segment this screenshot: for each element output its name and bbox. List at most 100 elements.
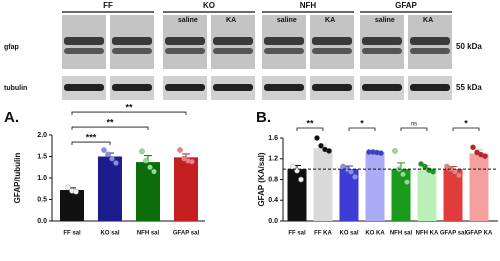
panel-label: B. xyxy=(256,109,271,126)
data-point xyxy=(109,155,115,162)
blot-band xyxy=(312,37,352,45)
y-tick-label: 0.5 xyxy=(37,196,47,203)
lane-label: KA xyxy=(423,17,433,24)
significance-label: ns xyxy=(411,122,417,128)
data-point xyxy=(314,135,320,141)
blot-band xyxy=(112,48,152,54)
lane-label: saline xyxy=(178,17,198,24)
blot-band xyxy=(312,48,352,54)
bar xyxy=(443,169,463,221)
x-tick-label: KO sal xyxy=(100,231,119,237)
blot-band xyxy=(362,48,402,54)
x-tick-label: KO sal xyxy=(339,231,358,237)
lane-label: KA xyxy=(226,17,236,24)
lane-label: saline xyxy=(277,17,297,24)
bar xyxy=(469,153,489,221)
x-tick-label: FF KA xyxy=(314,231,332,237)
data-point xyxy=(151,168,157,175)
blot-band xyxy=(213,48,253,54)
x-tick-label: NFH sal xyxy=(390,231,413,237)
y-axis-label: GFAP (KA/sal) xyxy=(257,152,266,206)
significance-bracket xyxy=(400,127,428,131)
row-label: tubulin xyxy=(4,85,27,92)
significance-bracket xyxy=(71,141,111,146)
data-point xyxy=(456,172,462,179)
blot-band xyxy=(165,37,205,45)
data-point xyxy=(298,176,304,183)
bar xyxy=(339,169,359,221)
data-point xyxy=(105,151,111,158)
significance-bracket xyxy=(296,127,324,131)
y-tick-label: 0.8 xyxy=(268,176,278,183)
size-label: 55 kDa xyxy=(456,83,482,92)
significance-label: * xyxy=(464,118,468,128)
data-point xyxy=(65,184,71,191)
data-point xyxy=(318,143,324,149)
blot-band xyxy=(165,84,205,91)
data-point xyxy=(143,158,149,164)
data-point xyxy=(352,174,358,180)
data-point xyxy=(147,164,153,170)
data-point xyxy=(418,161,424,167)
data-point xyxy=(400,171,406,178)
data-point xyxy=(482,153,488,159)
data-point xyxy=(470,144,476,151)
y-axis-label: GFAP/tubulin xyxy=(13,153,22,204)
x-tick-label: GFAP sal xyxy=(440,231,467,237)
x-tick-label: FF sal xyxy=(63,231,81,237)
data-point xyxy=(73,189,79,195)
y-tick-label: 0.4 xyxy=(268,197,278,204)
x-tick-label: NFH sal xyxy=(137,231,160,237)
blot-band xyxy=(264,37,304,45)
blot-band xyxy=(410,84,450,91)
bar xyxy=(313,148,333,221)
bar xyxy=(174,157,198,221)
group-label: NFH xyxy=(300,1,317,10)
significance-label: *** xyxy=(86,132,97,142)
y-tick-label: 1.0 xyxy=(37,175,47,182)
blot-band xyxy=(410,37,450,45)
blot-band xyxy=(213,84,253,91)
bar xyxy=(365,152,385,221)
bar xyxy=(391,169,411,221)
bar xyxy=(60,190,84,221)
data-point xyxy=(139,148,145,155)
x-tick-label: GFAP KA xyxy=(466,231,493,237)
data-point xyxy=(326,148,332,154)
blot-band xyxy=(264,84,304,91)
blot-band xyxy=(362,37,402,45)
significance-bracket xyxy=(71,111,187,116)
x-tick-label: GFAP sal xyxy=(173,231,200,237)
blot-band xyxy=(112,37,152,45)
y-tick-label: 0.0 xyxy=(268,218,278,225)
data-point xyxy=(290,163,296,170)
y-tick-label: 0.0 xyxy=(37,218,47,225)
panel-label: A. xyxy=(4,109,19,126)
significance-label: ** xyxy=(306,118,314,128)
x-tick-label: FF sal xyxy=(288,231,306,237)
data-point xyxy=(452,168,458,175)
significance-bracket xyxy=(71,126,149,131)
bar xyxy=(98,156,122,221)
data-point xyxy=(101,147,107,153)
bar xyxy=(287,169,307,221)
data-point xyxy=(444,163,450,170)
size-label: 50 kDa xyxy=(456,42,482,51)
blot-band xyxy=(64,84,104,91)
significance-bracket xyxy=(348,127,376,131)
blot-band xyxy=(264,48,304,54)
data-point xyxy=(378,150,384,156)
data-point xyxy=(348,168,354,175)
y-tick-label: 1.5 xyxy=(37,153,47,160)
data-point xyxy=(189,158,195,165)
blot-band xyxy=(112,84,152,91)
blot-band xyxy=(64,48,104,54)
x-tick-label: KO KA xyxy=(365,231,385,237)
bar xyxy=(417,168,437,221)
data-point xyxy=(430,168,436,175)
data-point xyxy=(177,147,183,153)
group-label: FF xyxy=(103,1,113,10)
group-label: KO xyxy=(203,1,215,10)
